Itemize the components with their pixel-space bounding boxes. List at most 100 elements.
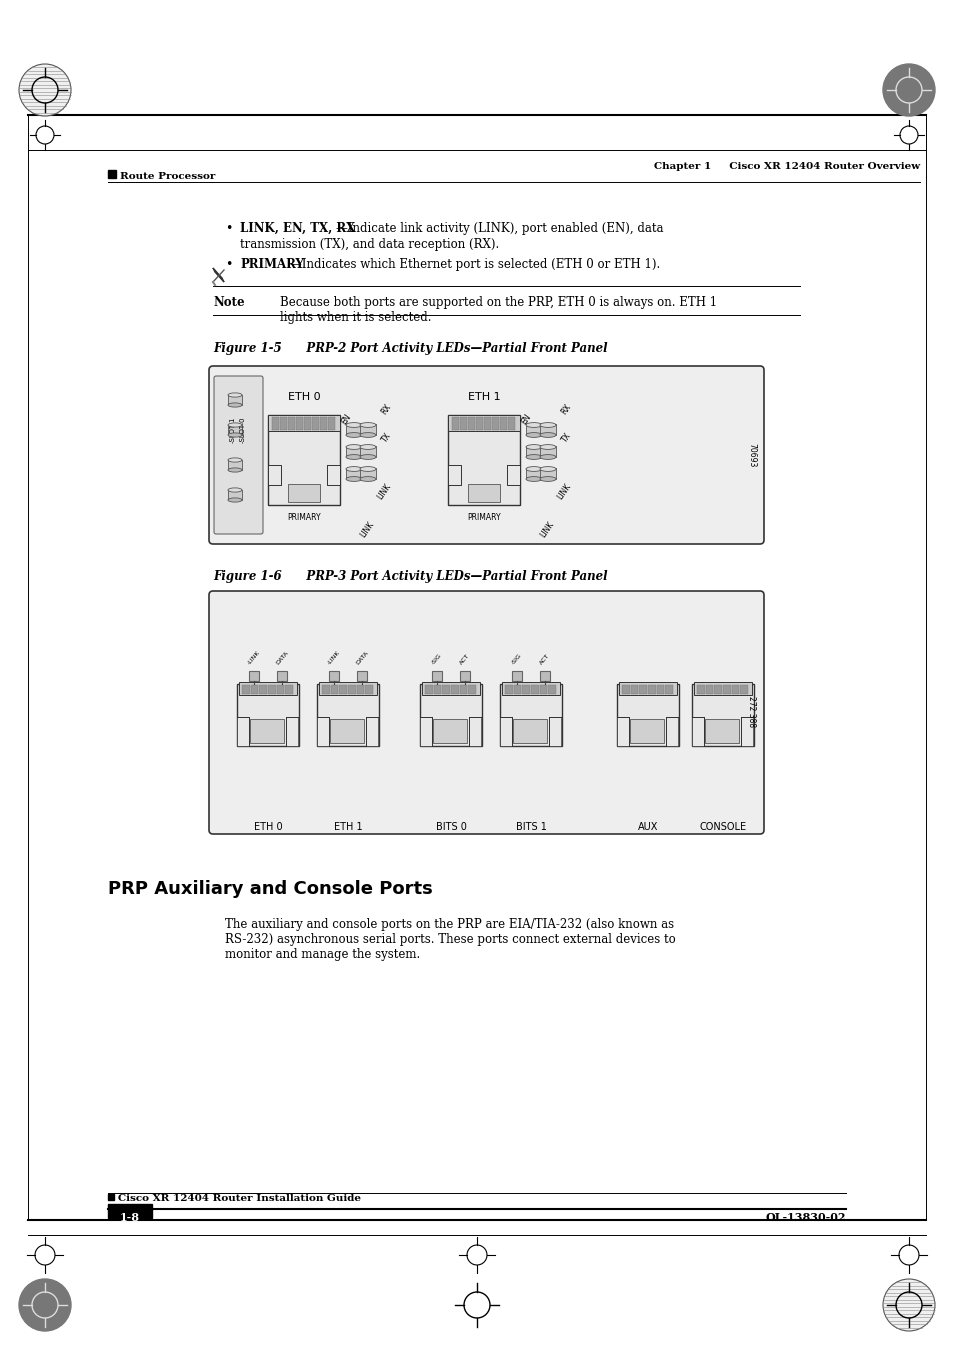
Bar (506, 465, 519, 485)
Bar (328, 417, 335, 430)
Bar (250, 720, 284, 743)
Ellipse shape (539, 466, 556, 471)
Text: •: • (225, 258, 233, 272)
Bar (419, 717, 432, 746)
Bar (525, 446, 541, 457)
Polygon shape (213, 267, 224, 282)
Text: RX: RX (559, 403, 573, 416)
Bar (268, 415, 339, 431)
Ellipse shape (525, 466, 541, 471)
Text: 272 388: 272 388 (747, 696, 756, 728)
Text: LINK: LINK (375, 482, 393, 501)
Ellipse shape (525, 454, 541, 459)
Ellipse shape (525, 477, 541, 481)
Circle shape (19, 63, 71, 116)
Bar (316, 717, 329, 746)
Bar (525, 424, 541, 435)
Ellipse shape (525, 444, 541, 450)
Ellipse shape (228, 393, 242, 397)
Text: ETH 1: ETH 1 (467, 392, 499, 403)
Text: Figure 1-5      PRP-2 Port Activity LEDs—Partial Front Panel: Figure 1-5 PRP-2 Port Activity LEDs—Part… (213, 342, 607, 355)
Ellipse shape (359, 444, 375, 450)
Bar (268, 415, 339, 505)
Bar (366, 717, 377, 746)
Text: ACT: ACT (458, 654, 471, 666)
Bar (108, 170, 116, 178)
Bar (236, 684, 298, 746)
Text: Because both ports are supported on the PRP, ETH 0 is always on. ETH 1
lights wh: Because both ports are supported on the … (280, 296, 717, 324)
Ellipse shape (228, 432, 242, 438)
Ellipse shape (228, 458, 242, 462)
Bar (704, 720, 739, 743)
Bar (459, 685, 467, 694)
Bar (442, 685, 450, 694)
Bar (318, 682, 376, 696)
Bar (268, 685, 275, 694)
Text: PRIMARY: PRIMARY (240, 258, 304, 272)
Bar (499, 684, 561, 746)
Bar (468, 685, 476, 694)
Bar (228, 394, 242, 405)
Text: ETH 1: ETH 1 (334, 821, 362, 832)
Ellipse shape (539, 477, 556, 481)
Circle shape (882, 63, 934, 116)
Bar (259, 685, 267, 694)
Bar (359, 424, 375, 435)
Bar (665, 717, 678, 746)
Bar (467, 484, 499, 503)
Text: transmission (TX), and data reception (RX).: transmission (TX), and data reception (R… (240, 238, 498, 251)
Bar (513, 685, 520, 694)
Bar (539, 685, 547, 694)
Bar (459, 417, 467, 430)
Bar (421, 682, 479, 696)
Text: BITS 0: BITS 0 (436, 821, 466, 832)
Bar (691, 717, 703, 746)
Bar (639, 685, 646, 694)
Bar (424, 685, 433, 694)
FancyBboxPatch shape (209, 590, 763, 834)
Bar (621, 685, 629, 694)
Ellipse shape (539, 444, 556, 450)
Bar (451, 685, 458, 694)
Text: DATA: DATA (355, 650, 369, 666)
Text: -LINK: -LINK (247, 650, 261, 666)
Text: PRIMARY: PRIMARY (467, 513, 500, 521)
Text: EN: EN (519, 412, 533, 426)
Text: -SIG: -SIG (431, 653, 442, 666)
Text: EN: EN (339, 412, 353, 426)
Bar (664, 685, 672, 694)
Bar (280, 417, 287, 430)
Bar (276, 671, 287, 681)
Text: CONSOLE: CONSOLE (699, 821, 746, 832)
Bar (228, 490, 242, 500)
Ellipse shape (228, 499, 242, 503)
Ellipse shape (346, 466, 361, 471)
Bar (242, 685, 250, 694)
Text: —Indicate link activity (LINK), port enabled (EN), data: —Indicate link activity (LINK), port ena… (335, 222, 662, 235)
Bar (468, 417, 475, 430)
Bar (714, 685, 721, 694)
Ellipse shape (346, 423, 361, 427)
Bar (304, 417, 311, 430)
Bar (492, 417, 498, 430)
Text: Note: Note (213, 296, 244, 309)
Bar (617, 717, 628, 746)
Ellipse shape (539, 423, 556, 427)
Bar (319, 417, 327, 430)
Ellipse shape (346, 432, 361, 438)
Text: PRP Auxiliary and Console Ports: PRP Auxiliary and Console Ports (108, 880, 433, 898)
Text: DATA: DATA (274, 650, 289, 666)
Ellipse shape (359, 477, 375, 481)
Bar (539, 424, 556, 435)
Bar (276, 685, 284, 694)
Text: Chapter 1     Cisco XR 12404 Router Overview: Chapter 1 Cisco XR 12404 Router Overview (653, 162, 919, 172)
Bar (693, 682, 751, 696)
Text: ETH 0: ETH 0 (288, 392, 320, 403)
Bar (483, 417, 491, 430)
Bar (346, 424, 361, 435)
Text: -LINK: -LINK (327, 650, 341, 666)
Bar (617, 684, 679, 746)
Bar (419, 684, 481, 746)
Bar (522, 685, 530, 694)
Ellipse shape (539, 454, 556, 459)
